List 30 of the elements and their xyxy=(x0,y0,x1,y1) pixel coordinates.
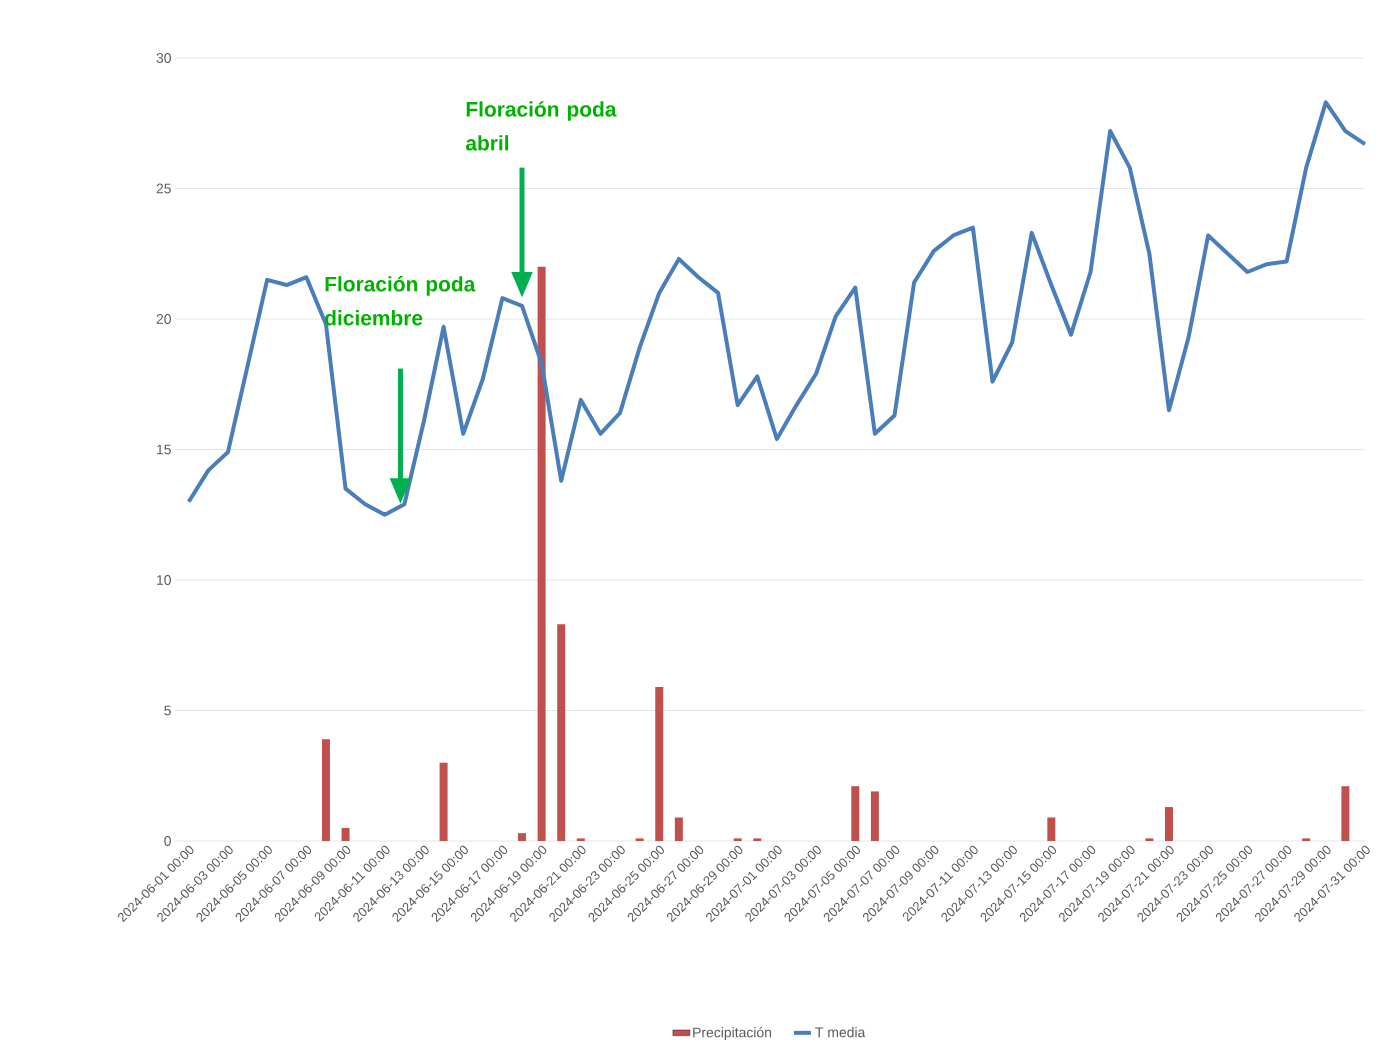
bar xyxy=(1164,807,1173,841)
y-tick-label: 15 xyxy=(157,444,171,455)
bar xyxy=(870,791,879,841)
bar xyxy=(518,833,527,841)
bar xyxy=(557,624,566,841)
bar xyxy=(576,838,585,841)
annotation: Floración poda abril xyxy=(465,101,617,151)
legend-label: T media xyxy=(815,1027,866,1038)
bar xyxy=(851,786,860,841)
y-tick-label: 0 xyxy=(164,836,171,846)
bar xyxy=(655,687,664,841)
bar xyxy=(635,838,644,841)
bar xyxy=(753,838,762,841)
bar xyxy=(1302,838,1311,841)
bar xyxy=(321,739,330,841)
legend-label: Precipitación xyxy=(693,1026,772,1041)
bar xyxy=(341,827,350,841)
bar xyxy=(537,266,546,841)
y-tick-label: 20 xyxy=(156,314,171,324)
y-tick-label: 10 xyxy=(157,575,171,585)
annotation: Floración poda diciembre xyxy=(325,276,476,326)
bar xyxy=(733,838,742,841)
bar xyxy=(1145,838,1154,841)
bar xyxy=(1047,817,1056,841)
bar xyxy=(674,817,683,841)
y-tick-label: 30 xyxy=(156,53,171,63)
y-tick-label: 5 xyxy=(164,705,171,716)
bar xyxy=(1341,786,1350,841)
y-tick-label: 25 xyxy=(156,183,171,194)
bar xyxy=(439,762,448,841)
